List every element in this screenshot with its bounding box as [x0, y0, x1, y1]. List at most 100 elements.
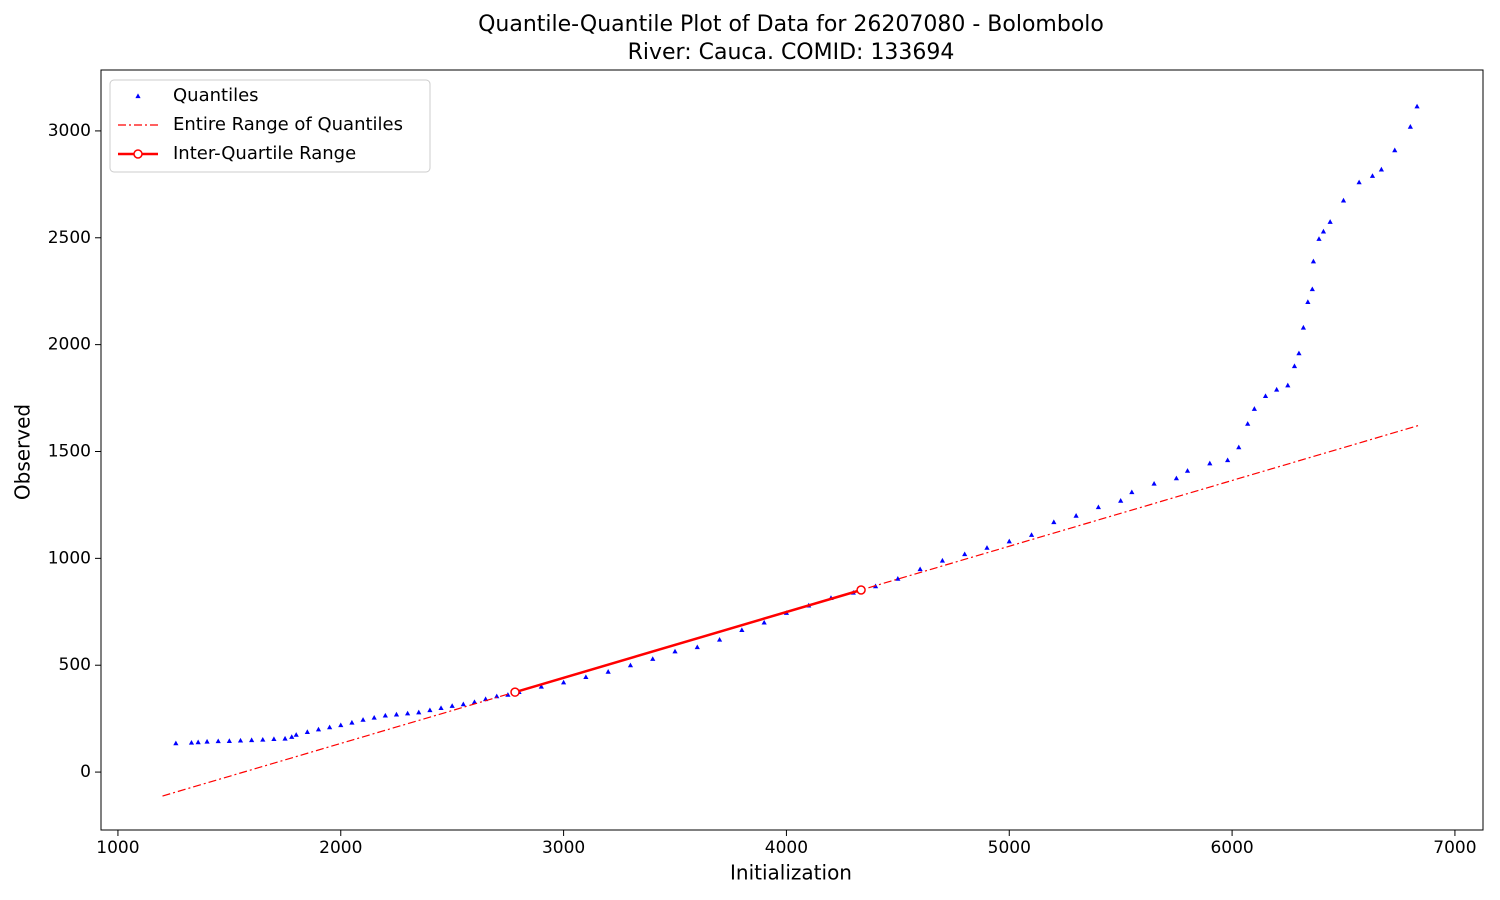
point	[282, 735, 288, 741]
point	[1320, 228, 1327, 234]
point	[1173, 475, 1179, 481]
point	[289, 734, 295, 739]
x-tick-label: 4000	[765, 838, 808, 858]
point	[1378, 166, 1384, 172]
plot-frame	[100, 69, 1484, 831]
point	[984, 545, 990, 550]
point	[1028, 532, 1035, 537]
point	[716, 636, 723, 642]
point	[761, 619, 767, 625]
point	[494, 693, 500, 699]
chart-subtitle: River: Cauca. COMID: 133694	[628, 40, 955, 65]
point	[1407, 124, 1413, 129]
series-line	[514, 588, 862, 694]
point	[271, 736, 277, 742]
series-line	[162, 424, 1421, 797]
point	[1309, 286, 1315, 292]
y-axis-label: Observed	[11, 404, 35, 500]
point	[1285, 382, 1291, 388]
point	[427, 707, 433, 713]
point	[1262, 393, 1269, 399]
point	[438, 705, 444, 711]
point	[215, 738, 221, 744]
point	[917, 566, 923, 572]
point	[449, 703, 455, 708]
point	[1006, 538, 1012, 544]
point	[1369, 173, 1376, 178]
legend-label: Entire Range of Quantiles	[173, 114, 403, 135]
point	[371, 714, 377, 720]
point	[195, 739, 201, 745]
point	[560, 679, 567, 685]
point	[1316, 236, 1322, 241]
point	[739, 627, 745, 633]
point	[538, 683, 544, 689]
y-tick-label: 1500	[48, 441, 91, 461]
legend-label: Quantiles	[173, 85, 259, 106]
point	[204, 738, 210, 744]
point	[583, 674, 589, 680]
point	[382, 712, 388, 718]
point	[188, 739, 195, 745]
point	[1225, 457, 1231, 463]
point	[1251, 406, 1257, 411]
y-tick-label: 0	[80, 762, 91, 782]
x-tick-label: 7000	[1433, 838, 1476, 858]
point	[1051, 519, 1057, 525]
point	[694, 644, 700, 650]
y-tick-label: 500	[59, 655, 91, 675]
point	[1327, 219, 1333, 224]
point	[249, 737, 255, 743]
point	[1236, 444, 1242, 450]
x-axis-label: Initialization	[730, 861, 852, 885]
y-tick-label: 1000	[48, 548, 91, 568]
point	[1356, 179, 1362, 185]
point	[315, 726, 322, 732]
point	[1073, 513, 1079, 518]
point	[1305, 299, 1311, 304]
point	[1274, 386, 1280, 392]
point	[226, 738, 232, 743]
point	[471, 699, 478, 705]
point	[173, 740, 179, 746]
point	[856, 585, 866, 595]
point	[1414, 103, 1420, 109]
point	[360, 717, 366, 722]
point	[1296, 350, 1302, 356]
point	[505, 692, 511, 697]
point	[510, 687, 520, 697]
point	[416, 709, 422, 715]
point	[1245, 421, 1251, 426]
point	[405, 710, 411, 716]
y-tick-label: 2500	[48, 228, 91, 248]
point	[1300, 324, 1306, 330]
point	[1151, 480, 1157, 486]
point	[1291, 363, 1298, 369]
x-tick-label: 6000	[1210, 838, 1253, 858]
point	[939, 557, 946, 563]
point	[1310, 258, 1317, 264]
point	[1340, 197, 1347, 203]
point	[1207, 460, 1213, 466]
legend-box	[109, 79, 431, 173]
point	[304, 729, 310, 734]
point	[962, 551, 968, 557]
legend-marker	[133, 149, 143, 159]
chart-title: Quantile-Quantile Plot of Data for 26207…	[478, 12, 1104, 37]
point	[1118, 498, 1124, 503]
x-tick-label: 3000	[542, 838, 585, 858]
point	[349, 719, 355, 725]
legend-marker	[135, 93, 141, 99]
point	[605, 669, 611, 674]
legend-label: Inter-Quartile Range	[173, 143, 356, 164]
point	[672, 648, 678, 654]
point	[1095, 504, 1101, 510]
x-tick-label: 5000	[988, 838, 1031, 858]
point	[237, 737, 244, 743]
y-tick-label: 2000	[48, 335, 91, 355]
point	[895, 576, 901, 581]
point	[338, 722, 344, 728]
point	[627, 662, 634, 668]
point	[1392, 147, 1398, 153]
